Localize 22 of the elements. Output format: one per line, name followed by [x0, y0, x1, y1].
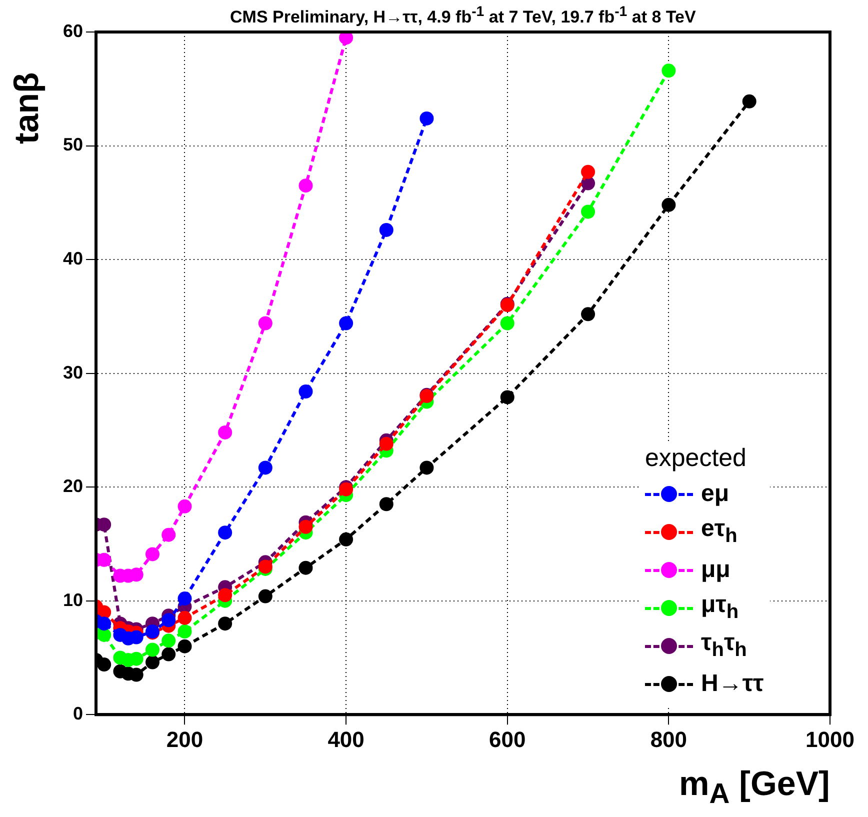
- y-tick-label: 20: [62, 476, 84, 496]
- x-tick-label: 1000: [806, 726, 854, 752]
- y-tick-label: 60: [62, 20, 84, 41]
- y-tick-label: 10: [62, 590, 84, 610]
- legend-label: eμ: [701, 480, 730, 508]
- y-axis-title: tanβ: [8, 72, 47, 144]
- y-tick-label: 50: [62, 134, 84, 155]
- chart-title: CMS Preliminary, H→ττ, 4.9 fb$^{-1}$ at 7 TeV, 19.7 fb$^{-1}$ at 8 TeV: [230, 4, 696, 28]
- legend-label: τ$_{h}$τ$_{h}$: [701, 629, 747, 662]
- legend-label: eτ$_{h}$: [701, 515, 738, 548]
- x-tick-label: 400: [328, 726, 364, 752]
- y-tick-label: 30: [62, 362, 84, 382]
- y-tick-label: 0: [73, 704, 84, 724]
- x-axis-title: m$_{A}$ [GeV]: [679, 764, 830, 810]
- legend-label: μτ$_{h}$: [701, 591, 739, 624]
- x-tick-label: 200: [166, 726, 204, 752]
- legend-title: expected: [645, 444, 748, 473]
- x-tick-label: 600: [489, 726, 526, 752]
- y-tick-label: 40: [62, 248, 84, 268]
- legend-label: μμ: [701, 556, 730, 584]
- x-tick-label: 800: [650, 726, 688, 752]
- legend-label: H→ττ: [701, 670, 764, 698]
